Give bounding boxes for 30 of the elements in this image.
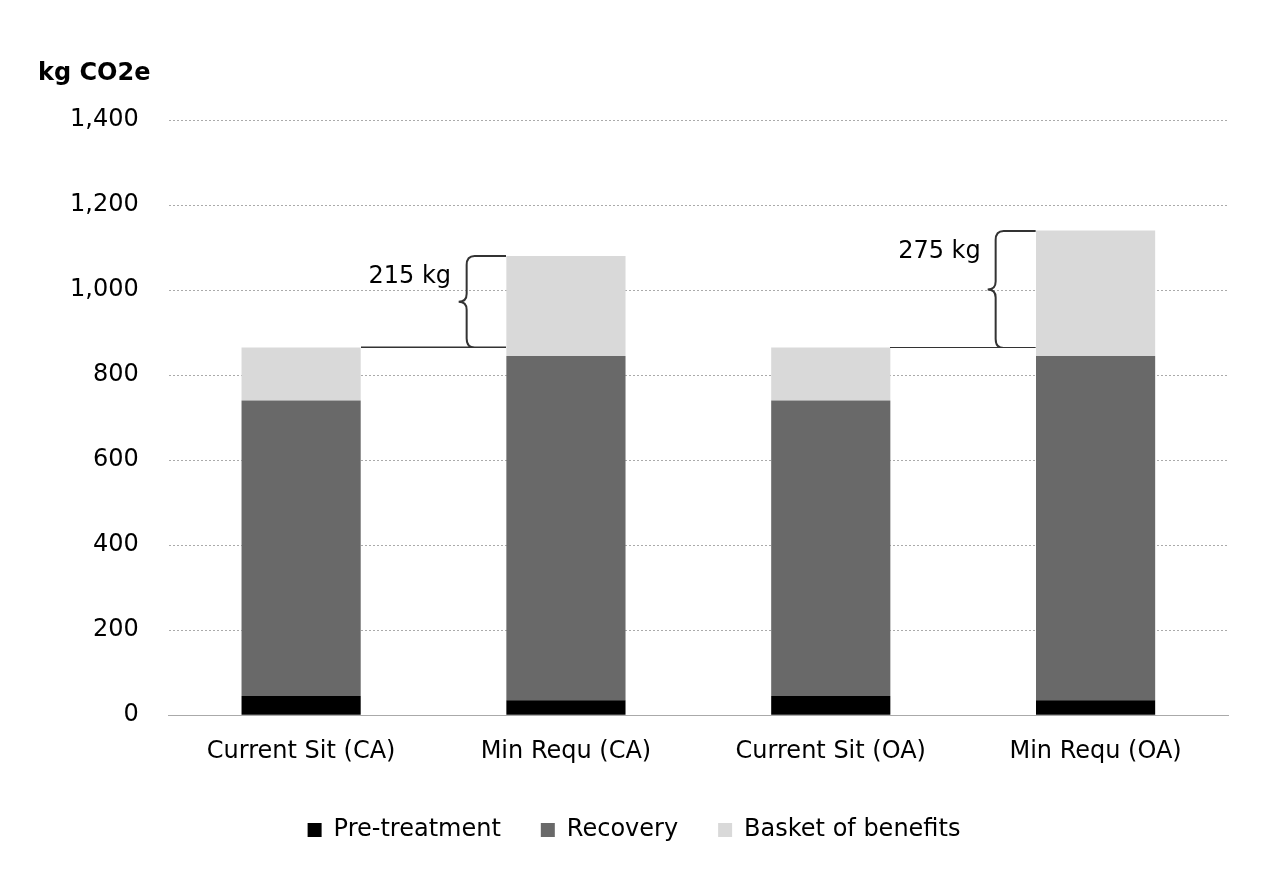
bar xyxy=(506,700,626,715)
bar xyxy=(241,400,361,697)
x-tick-label: Min Requ (CA) xyxy=(480,735,652,764)
legend-label: Pre-treatment xyxy=(333,814,501,843)
bar xyxy=(1036,700,1156,715)
x-tick-label: Min Requ (OA) xyxy=(1009,735,1182,764)
bar xyxy=(771,400,891,697)
bar xyxy=(506,355,626,701)
legend-label: Basket of benefits xyxy=(744,814,961,843)
y-tick-label: 1,400 xyxy=(69,104,139,133)
bar xyxy=(1036,230,1156,356)
bar xyxy=(506,256,626,356)
y-tick-label: 1,000 xyxy=(69,274,139,303)
y-tick-label: 1,200 xyxy=(69,189,139,218)
bar xyxy=(771,347,891,401)
y-tick-label: 600 xyxy=(92,444,139,473)
annotation: 275 kg xyxy=(898,236,981,265)
y-tick-label: 400 xyxy=(92,529,139,558)
bar xyxy=(241,347,361,401)
bar xyxy=(771,696,891,715)
bar xyxy=(1036,355,1156,701)
bar xyxy=(241,696,361,715)
x-tick-label: Current Sit (OA) xyxy=(735,735,926,764)
annotation: 215 kg xyxy=(368,260,452,289)
y-tick-label: 800 xyxy=(92,359,139,388)
x-tick-label: Current Sit (CA) xyxy=(206,735,396,764)
y-tick-label: 0 xyxy=(123,699,139,728)
legend-label: Recovery xyxy=(566,814,679,843)
y-axis-title: kg CO2e xyxy=(38,58,151,86)
y-tick-label: 200 xyxy=(92,614,139,643)
